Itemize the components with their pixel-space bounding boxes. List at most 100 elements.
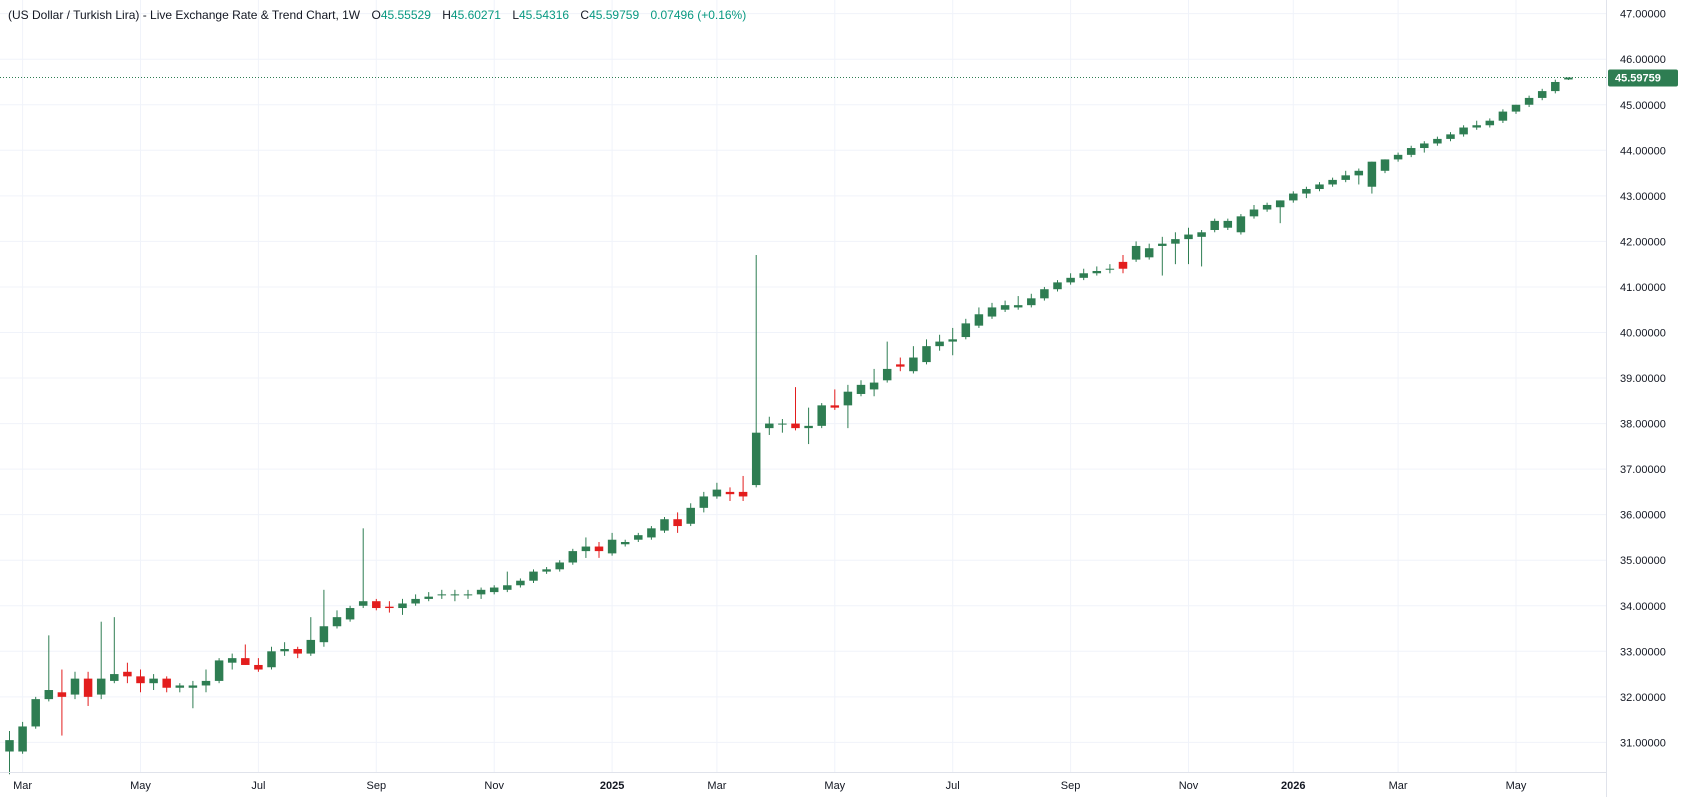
candle-body (830, 405, 840, 408)
candle-body (503, 585, 512, 590)
candle (830, 389, 840, 410)
candle (961, 318, 971, 340)
x-axis[interactable]: Mar May Jul Sep Nov 2025 Mar May Jul Sep Nov 2026 Ma… (0, 772, 1606, 793)
candle (1210, 218, 1219, 233)
candle-body (1485, 120, 1495, 126)
candle-body (1524, 97, 1534, 105)
legend-close: 45.59759 (589, 8, 640, 22)
candle (1433, 136, 1442, 146)
candle-body (1354, 170, 1364, 176)
candle-body (922, 346, 931, 363)
candle-body (1315, 184, 1324, 190)
candle (1223, 218, 1233, 231)
candle (110, 617, 119, 684)
legend-low: 45.54316 (519, 8, 570, 22)
x-tick-label: May (1506, 780, 1527, 792)
candle (332, 610, 342, 629)
candle-body (319, 626, 329, 643)
candle-body (293, 649, 302, 654)
candle-body (1171, 239, 1180, 244)
candle (1341, 170, 1350, 183)
legend-title: (US Dollar / Turkish Lira) - Live Exchan… (8, 8, 361, 22)
candle (1079, 268, 1088, 281)
candle (398, 598, 407, 615)
candle (1367, 161, 1377, 194)
candle-body (5, 740, 14, 752)
candle-body (83, 678, 93, 697)
candle-body (57, 692, 67, 697)
y-tick-label: 33.00000 (1620, 646, 1666, 658)
candle-body (1079, 273, 1088, 278)
candle (725, 487, 735, 502)
candle (136, 669, 145, 693)
candle (1197, 230, 1206, 267)
candle (83, 671, 93, 706)
candle (437, 589, 447, 599)
candle-body (804, 425, 813, 429)
candle (581, 537, 591, 558)
candle-body (1406, 148, 1416, 155)
candle-body (1144, 248, 1154, 258)
candle-body (1393, 154, 1403, 160)
candle (869, 368, 879, 397)
candle-body (935, 341, 944, 347)
candle (1459, 125, 1468, 137)
candle-body (1184, 234, 1193, 240)
candle-body (345, 608, 355, 620)
candle-body (489, 587, 499, 593)
candle (1420, 141, 1429, 153)
candle-body (1236, 216, 1246, 233)
candle-body (123, 671, 132, 677)
candle-body (136, 676, 145, 684)
candle (44, 635, 54, 702)
candle-body (437, 594, 447, 596)
candle-body (214, 660, 224, 681)
candle (1171, 232, 1180, 265)
y-tick-label: 42.00000 (1620, 236, 1666, 248)
candle (1236, 214, 1246, 235)
candle-body (411, 598, 420, 604)
candle-body (306, 639, 316, 654)
candle (987, 302, 997, 319)
candle-body (1328, 179, 1337, 185)
legend: (US Dollar / Turkish Lira) - Live Exchan… (8, 8, 746, 22)
candle-body (751, 432, 761, 486)
candle-body (1498, 111, 1508, 121)
candle (149, 674, 158, 691)
candle-body (778, 423, 787, 425)
candle (673, 512, 682, 533)
candle (476, 587, 486, 599)
candle-body (70, 678, 80, 695)
legend-open: 45.55529 (380, 8, 431, 22)
candle-body (634, 535, 643, 540)
candle (738, 475, 748, 502)
candle (1289, 191, 1298, 203)
candle-body (1537, 91, 1547, 98)
candle-body (1105, 268, 1115, 270)
candle-body (1275, 200, 1285, 208)
y-tick-label: 46.00000 (1620, 54, 1666, 66)
candle (241, 644, 250, 665)
candle (450, 589, 460, 602)
candle-body (1131, 245, 1141, 260)
y-tick-label: 39.00000 (1620, 373, 1666, 385)
candle (1131, 241, 1141, 262)
candle (1446, 132, 1455, 142)
candle (1158, 236, 1167, 276)
candle-body (1262, 204, 1272, 210)
y-tick-label: 32.00000 (1620, 692, 1666, 704)
candle (358, 528, 368, 609)
candle-body (450, 594, 460, 596)
x-tick-label: Nov (1179, 780, 1199, 792)
y-axis[interactable]: 31.00000 32.00000 33.00000 34.00000 35.00000… (1606, 0, 1679, 797)
y-tick-label: 38.00000 (1620, 419, 1666, 431)
candle-body (987, 307, 997, 317)
candle-body (1551, 81, 1560, 92)
candle-body (1564, 77, 1573, 80)
candle (791, 387, 800, 431)
candle-body (96, 678, 106, 695)
candle-body (817, 405, 826, 426)
candle (542, 567, 551, 574)
